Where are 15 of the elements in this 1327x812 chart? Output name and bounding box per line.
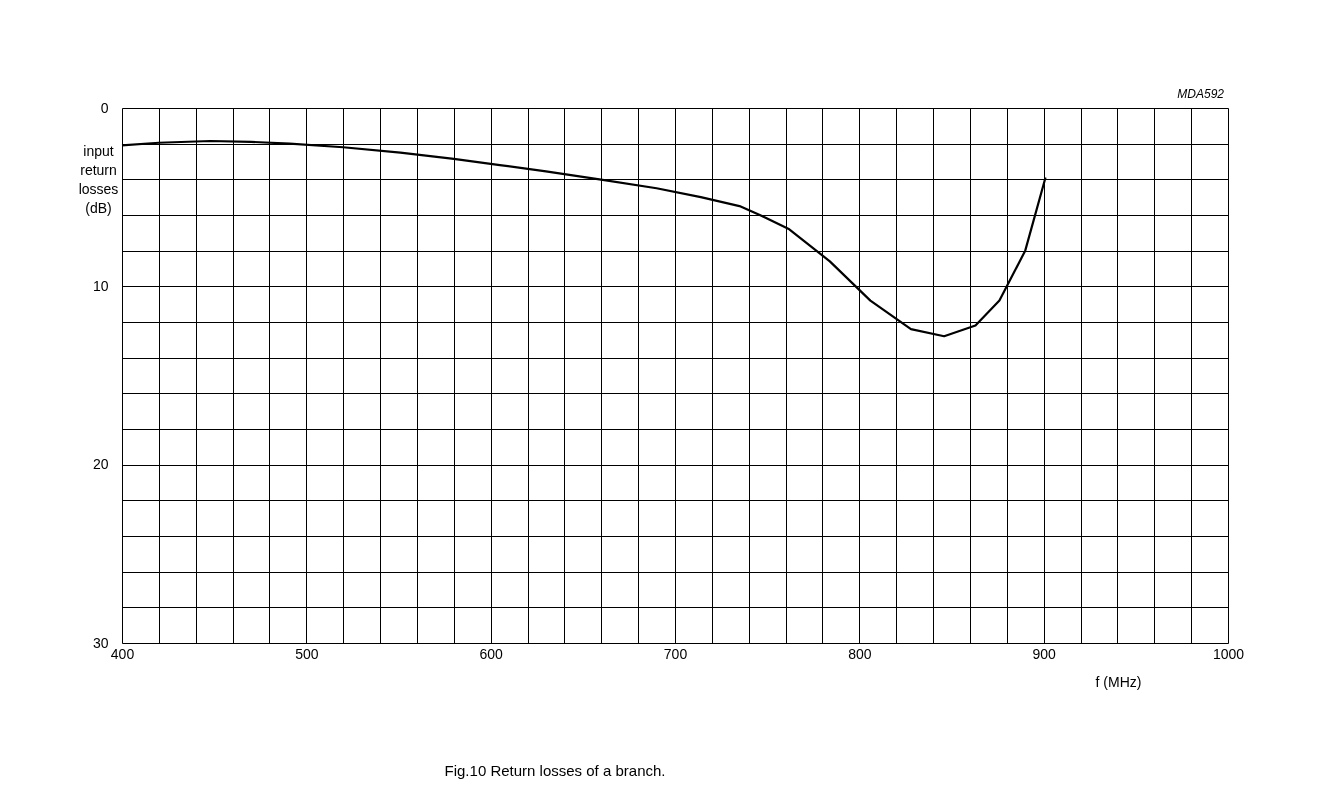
text: MDA592 bbox=[1177, 87, 1225, 101]
x-tick-label: 1000 bbox=[1212, 645, 1245, 662]
caption: Fig.10 Return losses of a branch. bbox=[444, 762, 666, 779]
x-tick-label: 500 bbox=[295, 645, 319, 662]
y-tick-label: 0 bbox=[100, 99, 109, 116]
x-tick-label: 400 bbox=[110, 645, 135, 662]
x-tick-label: 900 bbox=[1032, 645, 1057, 662]
x-tick-label: 800 bbox=[848, 645, 872, 662]
x-tick-label: 600 bbox=[479, 645, 504, 662]
x-axis-title: f (MHz) bbox=[1095, 673, 1142, 690]
y-tick-label: 10 bbox=[92, 277, 109, 294]
y-axis-title: input return losses (dB) bbox=[78, 142, 119, 216]
y-tick-label: 30 bbox=[92, 634, 109, 651]
x-tick-label: 700 bbox=[663, 645, 688, 662]
y-tick-label: 20 bbox=[92, 456, 109, 473]
